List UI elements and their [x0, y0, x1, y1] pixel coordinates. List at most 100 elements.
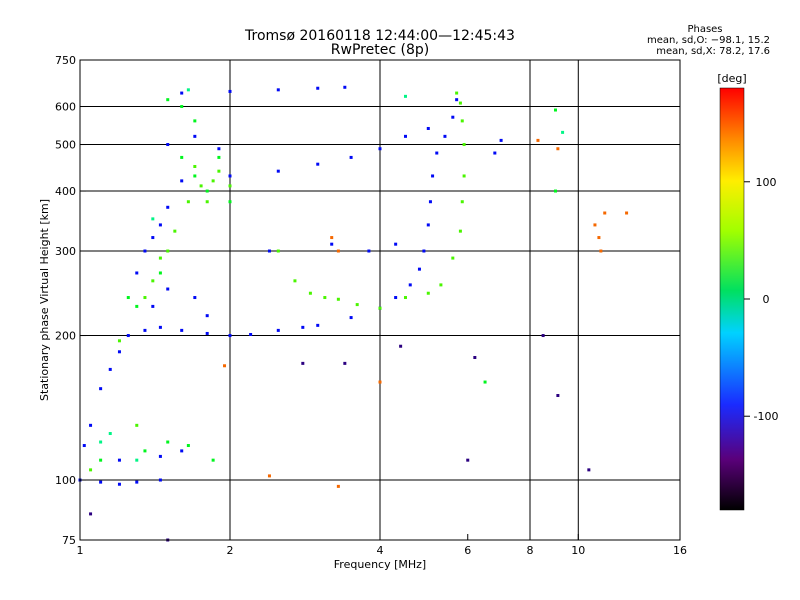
phase-stats-o-mode: mean, sd,O: −98.1, 15.2 [647, 35, 770, 46]
data-point [82, 444, 86, 448]
data-point [143, 449, 147, 453]
data-point [211, 458, 215, 462]
data-point [417, 267, 421, 271]
data-point [186, 200, 190, 204]
data-point [228, 334, 232, 338]
data-point [267, 474, 271, 478]
phase-stats: Phases mean, sd,O: −98.1, 15.2 mean, sd,… [600, 24, 770, 57]
data-point [599, 249, 603, 253]
data-point [205, 314, 209, 318]
data-point [228, 200, 232, 204]
chart-title: Tromsø 20160118 12:44:00—12:45:43 [245, 28, 515, 44]
data-point [173, 229, 177, 233]
data-point [336, 484, 340, 488]
chart-subtitle: RwPretec (8p) [330, 42, 430, 58]
data-point [336, 249, 340, 253]
colorbar-label: [deg] [717, 72, 746, 85]
x-tick-label: 6 [464, 544, 471, 557]
data-point [143, 328, 147, 332]
data-point [426, 291, 430, 295]
data-point [593, 223, 597, 227]
data-point [135, 480, 139, 484]
data-point [223, 364, 227, 368]
data-point [323, 296, 327, 300]
data-point [180, 91, 184, 95]
data-point [625, 211, 629, 215]
data-point [556, 147, 560, 151]
data-point [193, 174, 197, 178]
colorbar [719, 87, 745, 511]
y-tick-label: 200 [55, 330, 76, 343]
data-point [394, 242, 398, 246]
data-point [135, 458, 139, 462]
data-point [378, 380, 382, 384]
data-point [151, 304, 155, 308]
data-point [151, 236, 155, 240]
data-point [330, 242, 334, 246]
data-point [158, 325, 162, 329]
data-point [458, 101, 462, 105]
data-point [180, 155, 184, 159]
data-point [205, 331, 209, 335]
data-point [330, 236, 334, 240]
data-point [455, 91, 459, 95]
data-point [587, 468, 591, 472]
data-point [117, 350, 121, 354]
data-point [349, 316, 353, 320]
data-point [473, 355, 477, 359]
data-point [180, 179, 184, 183]
data-point [151, 279, 155, 283]
data-point [561, 130, 565, 134]
data-point [193, 134, 197, 138]
phase-stats-x-mode: mean, sd,X: 78.2, 17.6 [656, 46, 770, 57]
y-tick-label: 500 [55, 139, 76, 152]
y-tick-label: 300 [55, 245, 76, 258]
data-point [403, 134, 407, 138]
data-point [378, 306, 382, 310]
x-tick-label: 16 [673, 544, 687, 557]
data-point [166, 98, 170, 102]
data-point [367, 249, 371, 253]
data-point [603, 211, 607, 215]
data-point [217, 147, 221, 151]
data-point [556, 394, 560, 398]
data-point [316, 86, 320, 90]
y-tick-label: 600 [55, 101, 76, 114]
data-point [186, 88, 190, 92]
data-point [158, 223, 162, 227]
data-point [435, 151, 439, 155]
data-point [431, 174, 435, 178]
data-point [276, 328, 280, 332]
data-point [158, 454, 162, 458]
data-point [186, 444, 190, 448]
data-point [117, 339, 121, 343]
data-point [355, 303, 359, 307]
data-point [394, 296, 398, 300]
x-tick-label: 8 [527, 544, 534, 557]
data-point [597, 236, 601, 240]
data-point [403, 94, 407, 98]
data-point [499, 138, 503, 142]
data-point [553, 189, 557, 193]
data-point [541, 334, 545, 338]
data-point [458, 229, 462, 233]
data-point [99, 387, 103, 391]
data-point [462, 174, 466, 178]
data-point [267, 249, 271, 253]
data-point [193, 164, 197, 168]
data-point [126, 334, 130, 338]
data-point [426, 223, 430, 227]
x-tick-label: 10 [571, 544, 585, 557]
data-point [193, 296, 197, 300]
data-point [293, 279, 297, 283]
data-point [276, 169, 280, 173]
data-point [455, 98, 459, 102]
data-point [462, 143, 466, 147]
data-point [166, 143, 170, 147]
data-point [451, 115, 455, 119]
data-point [378, 147, 382, 151]
data-point [439, 283, 443, 287]
data-point [211, 179, 215, 183]
data-point [151, 217, 155, 221]
